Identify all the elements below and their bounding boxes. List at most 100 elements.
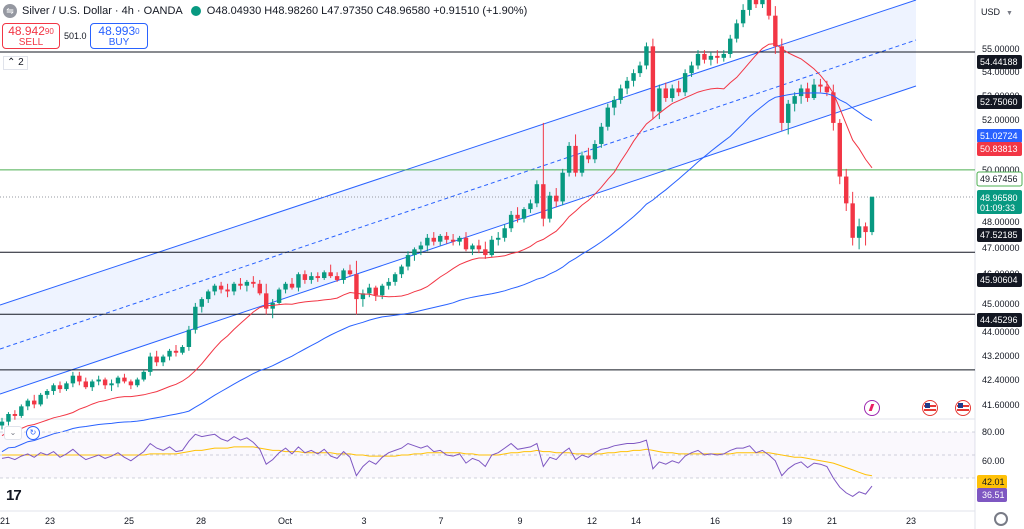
rsi-pane-tools: ⌄ ↻ [4,426,44,440]
time-axis-tick: 23 [906,516,916,526]
time-axis-tick: Oct [278,516,293,526]
candle-body [347,270,353,275]
candle-body [231,283,237,292]
candle-body [869,196,875,233]
candle-body [560,172,565,202]
ma-fast-line [1,43,873,437]
indicators-collapse-button[interactable]: ⌃ 2 [3,56,28,70]
candle-body [425,237,430,246]
candle-body [25,400,30,407]
us-flag-event-icon[interactable] [922,400,938,416]
candle-body [457,237,462,242]
price-tag-label: 44.45296 [980,315,1018,325]
sell-price: 48.942 [8,24,45,38]
us-flag-event-icon[interactable] [955,400,971,416]
candle-body [412,249,417,256]
symbol-icon[interactable]: ⇋ [3,4,17,18]
candle-body [206,291,211,300]
market-open-icon [190,6,201,16]
buy-price: 48.993 [98,24,136,38]
candle-body [380,285,385,296]
candle-body [392,274,398,282]
candle-body [57,385,63,390]
channel-fill [0,0,916,394]
candle-body [251,281,256,284]
candle-body [44,391,50,395]
price-axis-tick: 50.00000 [982,165,1020,175]
price-axis-tick: 44.00000 [982,327,1020,337]
price-tag-label: 54.44188 [980,57,1018,67]
candle-body [373,287,378,296]
current-price-tag [977,190,1022,214]
gear-icon[interactable] [994,512,1008,526]
rsi-line [1,433,873,497]
sell-price-pip: 9 [44,27,50,36]
candle-body [496,237,501,240]
candle-body [154,356,159,363]
current-price-label: 48.96580 [980,193,1018,203]
sell-price-pip-suffix: 0 [49,27,54,36]
candle-body [779,46,784,123]
candle-body [199,299,204,307]
symbol-title[interactable]: Silver / U.S. Dollar · 4h · OANDA [22,5,183,17]
indicators-count: 2 [18,57,24,68]
currency-selector[interactable]: USD ▼ [978,4,1018,20]
candle-body [418,245,424,250]
candle-body [225,289,230,292]
rsi-ma-label: 42.01 [982,477,1005,487]
candle-body [354,274,359,300]
price-tag-label: 45.90604 [980,275,1018,285]
buy-label: BUY [108,37,130,48]
price-tag [977,142,1022,156]
candle-body [167,350,172,357]
candle-body [702,53,707,60]
candle-body [566,145,572,173]
candle-body [502,228,507,238]
ma-slow-line [1,92,873,453]
candle-body [212,285,217,292]
candle-body [296,274,301,288]
price-axis-tick: 52.00000 [982,115,1020,125]
candle-body [141,371,146,380]
candle-body [115,377,121,384]
tradingview-logo-icon[interactable]: 17 [6,487,22,504]
candle-body [64,383,69,390]
sell-button[interactable]: 48.94290 SELL [2,23,60,49]
candle-body [721,53,726,58]
time-axis-tick: 25 [124,516,134,526]
lightning-event-icon[interactable] [864,400,880,416]
candle-body [547,195,552,219]
candle-body [315,276,320,279]
price-tag [977,95,1022,109]
chevron-down-icon: ▼ [1006,10,1013,17]
time-axis-tick: 7 [438,516,443,526]
time-axis-tick: 28 [196,516,206,526]
candle-body [612,99,617,108]
candle-body [773,15,778,47]
collapse-pane-icon[interactable]: ⌄ [4,426,22,440]
candle-body [695,53,701,66]
candle-body [102,379,108,386]
time-axis-tick: 16 [710,516,720,526]
chart-legend: ⇋ Silver / U.S. Dollar · 4h · OANDA O48.… [0,0,600,22]
candle-body [850,203,855,238]
candle-body [605,107,610,127]
candle-body [186,329,192,347]
candle-body [244,281,250,286]
candle-body [521,209,527,219]
candle-body [322,272,327,279]
rsi-tag [977,488,1007,502]
refresh-icon[interactable]: ↻ [26,426,40,440]
buy-button[interactable]: 48.9930 BUY [90,23,148,49]
candle-body [579,155,585,173]
candle-body [334,276,340,280]
candle-body [476,245,482,250]
candle-body [264,293,269,309]
candle-body [180,346,185,353]
candle-body [715,55,720,58]
candle-body [844,176,849,204]
time-axis-tick: 3 [361,516,366,526]
candle-body [438,235,443,242]
